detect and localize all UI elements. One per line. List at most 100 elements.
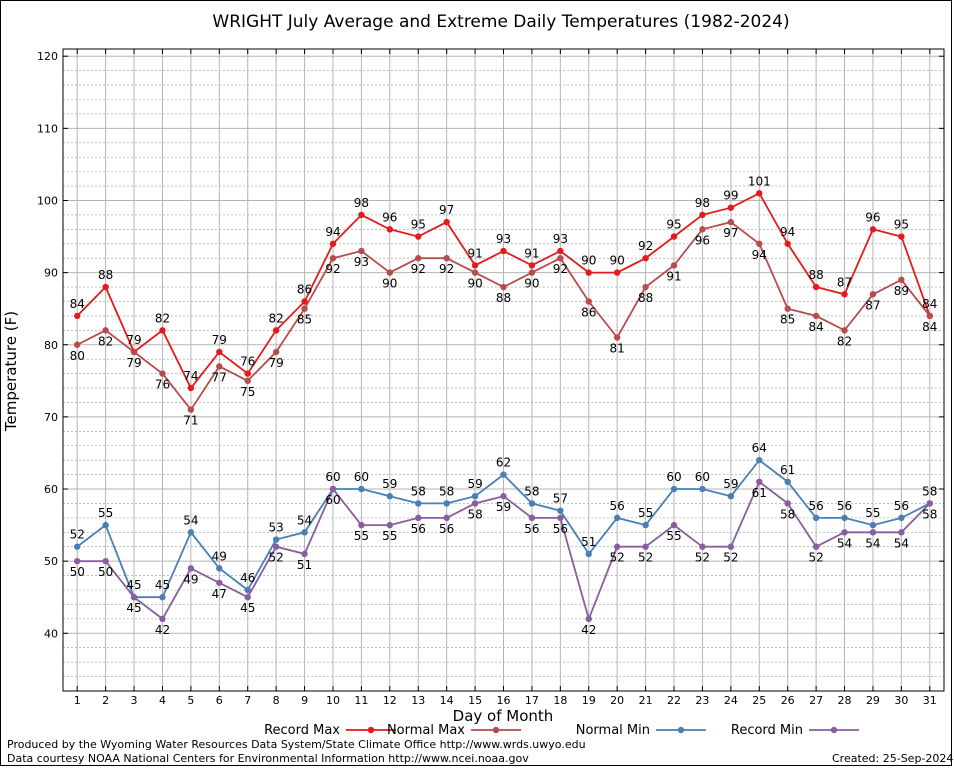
record-max-data-label: 88	[98, 268, 113, 282]
record-max-point	[699, 211, 706, 219]
normal-min-point	[869, 521, 877, 529]
x-tick-label: 22	[667, 694, 681, 707]
normal-min-point	[102, 521, 109, 529]
record-max-point	[841, 291, 848, 298]
record-min-data-label: 58	[780, 507, 795, 521]
record-min-point	[500, 493, 507, 500]
x-tick-label: 2	[102, 694, 109, 707]
normal-min-point	[812, 514, 820, 522]
normal-min-point	[471, 493, 479, 500]
record-min-legend-label: Record Min	[731, 723, 803, 738]
record-max-point	[585, 269, 592, 276]
normal-max-point	[159, 370, 166, 377]
record-min-point	[74, 557, 81, 565]
record-max-data-label: 95	[894, 218, 909, 232]
normal-max-point	[443, 254, 450, 262]
x-tick-label: 26	[781, 694, 795, 707]
record-min-point	[301, 550, 308, 558]
x-tick-label: 24	[724, 694, 738, 707]
normal-max-point	[613, 334, 621, 341]
record-min-point	[727, 543, 735, 550]
record-max-data-label: 91	[467, 246, 482, 260]
normal-min-point	[443, 500, 450, 507]
x-tick-label: 1	[74, 694, 81, 707]
record-min-point	[557, 514, 564, 522]
normal-min-data-label: 58	[524, 484, 539, 498]
normal-min-point	[784, 478, 791, 486]
record-min-data-label: 42	[155, 623, 170, 637]
record-min-point	[102, 557, 109, 565]
record-max-data-label: 97	[439, 203, 454, 217]
normal-max-data-label: 88	[496, 291, 511, 305]
record-max-point	[727, 204, 735, 211]
record-min-point	[898, 529, 905, 536]
footer-created-date: Created: 25-Sep-2024	[832, 752, 954, 765]
x-tick-label: 4	[159, 694, 166, 707]
normal-max-point	[642, 283, 649, 291]
normal-max-data-label: 92	[439, 262, 454, 276]
normal-max-point	[670, 262, 678, 269]
normal-min-data-label: 60	[666, 470, 681, 484]
record-min-point	[130, 594, 138, 601]
record-max-point	[812, 283, 820, 291]
normal-max-data-label: 92	[325, 262, 340, 276]
normal-max-data-label: 87	[865, 298, 880, 312]
x-tick-label: 21	[639, 694, 653, 707]
normal-min-point	[216, 565, 223, 572]
x-axis-label: Day of Month	[453, 707, 554, 725]
normal-max-data-label: 71	[183, 414, 198, 428]
normal-max-point	[102, 327, 109, 334]
record-max-point	[784, 240, 791, 247]
record-min-data-label: 52	[723, 551, 738, 565]
chart-title: WRIGHT July Average and Extreme Daily Te…	[212, 12, 789, 32]
normal-max-point	[216, 363, 223, 370]
normal-min-point	[727, 493, 735, 500]
normal-min-data-label: 60	[695, 470, 710, 484]
x-tick-label: 3	[131, 694, 138, 707]
normal-min-point	[642, 521, 649, 529]
normal-max-data-label: 90	[467, 277, 482, 291]
normal-max-data-label: 77	[212, 370, 227, 384]
record-min-point	[187, 565, 195, 572]
normal-max-point	[74, 341, 81, 348]
footer-credit-line-2: Data courtesy NOAA National Centers for …	[7, 752, 529, 765]
x-tick-label: 6	[216, 694, 223, 707]
record-max-data-label: 79	[212, 333, 227, 347]
record-max-point	[471, 262, 479, 269]
y-axis-label: Temperature (F)	[2, 311, 20, 432]
record-min-point	[471, 500, 479, 507]
record-max-data-label: 82	[155, 311, 170, 325]
record-min-point	[926, 500, 933, 507]
record-min-data-label: 47	[212, 587, 227, 601]
normal-max-point	[841, 327, 848, 334]
record-min-data-label: 45	[126, 601, 141, 615]
record-min-point	[329, 485, 337, 493]
record-max-point	[159, 327, 166, 334]
x-tick-label: 9	[301, 694, 308, 707]
normal-min-data-label: 56	[808, 499, 823, 513]
record-min-point	[159, 615, 166, 623]
record-max-data-label: 92	[638, 239, 653, 253]
record-min-data-label: 55	[666, 529, 681, 543]
x-tick-label: 28	[838, 694, 852, 707]
record-max-point	[187, 384, 195, 392]
record-min-data-label: 60	[325, 493, 340, 507]
x-tick-label: 27	[809, 694, 823, 707]
normal-max-point	[301, 305, 308, 312]
normal-max-point	[756, 240, 763, 247]
record-max-data-label: 96	[382, 210, 397, 224]
record-max-point	[244, 370, 251, 377]
record-min-data-label: 61	[752, 486, 767, 500]
normal-min-data-label: 64	[752, 441, 767, 455]
normal-max-point	[557, 254, 564, 262]
normal-max-data-label: 82	[837, 334, 852, 348]
record-max-data-label: 86	[297, 282, 312, 296]
record-max-data-label: 76	[240, 355, 255, 369]
normal-min-data-label: 53	[269, 521, 284, 535]
y-tick-label: 100	[37, 194, 58, 207]
record-max-point	[642, 254, 649, 262]
normal-min-data-label: 57	[553, 492, 568, 506]
record-min-point	[756, 478, 763, 486]
normal-min-point	[244, 586, 251, 594]
record-min-point	[613, 543, 621, 550]
